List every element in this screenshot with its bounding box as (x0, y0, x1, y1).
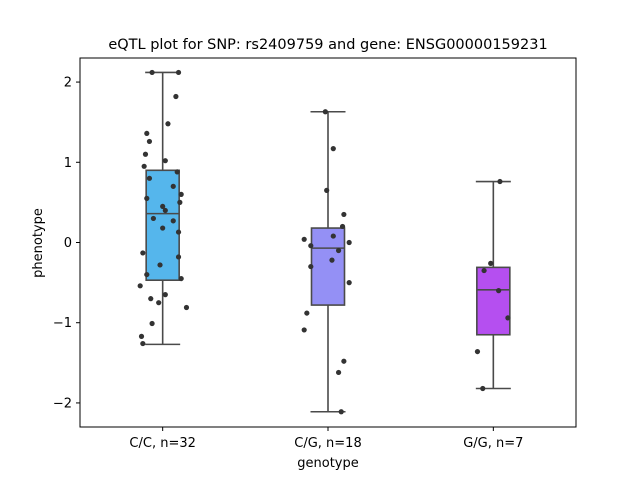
data-point (160, 225, 166, 231)
data-point (178, 275, 184, 282)
data-point (178, 191, 184, 197)
data-point (335, 247, 342, 254)
data-point (140, 340, 146, 347)
x-tick-label: C/C, n=32 (129, 436, 195, 451)
data-point (162, 292, 168, 298)
data-point (301, 327, 307, 333)
data-point (480, 385, 486, 392)
data-point (142, 151, 149, 157)
x-tick-label: G/G, n=7 (463, 436, 523, 451)
data-point (146, 175, 153, 181)
data-point (173, 93, 179, 100)
data-point (304, 310, 310, 316)
data-point (341, 211, 347, 218)
data-point (170, 218, 176, 224)
data-point (324, 187, 330, 193)
data-point (140, 250, 146, 256)
chart-title: eQTL plot for SNP: rs2409759 and gene: E… (108, 37, 547, 53)
y-tick-label: 2 (64, 76, 72, 91)
data-point (146, 138, 153, 145)
data-point (138, 333, 145, 339)
data-point (308, 263, 314, 270)
data-point (488, 260, 494, 266)
data-point (474, 348, 481, 355)
data-point (339, 223, 346, 230)
x-axis-label: genotype (297, 456, 358, 471)
data-point (141, 163, 147, 169)
data-point (174, 169, 180, 175)
data-point (165, 121, 171, 127)
data-point (144, 271, 150, 278)
y-tick-label: 0 (64, 236, 72, 251)
x-axis: C/C, n=32 C/G, n=18 G/G, n=7 (129, 427, 523, 451)
box-3 (476, 266, 511, 336)
data-point (338, 409, 344, 415)
data-point (330, 146, 336, 152)
data-point (160, 203, 166, 210)
x-tick-label: C/G, n=18 (294, 436, 361, 451)
data-point (149, 320, 155, 327)
data-point (162, 158, 168, 164)
data-point (341, 358, 347, 364)
y-axis-label: phenotype (31, 208, 46, 278)
data-point (170, 183, 176, 189)
data-point (346, 239, 352, 246)
data-point (144, 130, 150, 137)
data-point (481, 267, 487, 274)
data-point (177, 199, 183, 205)
data-point (175, 69, 182, 76)
y-tick-label: 1 (64, 156, 72, 171)
y-tick-label: −1 (53, 316, 72, 331)
data-point (301, 236, 307, 242)
data-point (346, 280, 352, 286)
data-point (329, 257, 335, 263)
data-point (144, 195, 150, 201)
data-point (149, 69, 155, 76)
data-point (335, 369, 342, 376)
data-point (322, 109, 328, 115)
data-point (175, 229, 182, 235)
data-point (175, 254, 182, 260)
data-point (156, 300, 162, 306)
data-point (330, 233, 336, 239)
data-point (505, 315, 511, 321)
data-point (137, 283, 143, 289)
data-point (162, 207, 168, 214)
y-tick-label: −2 (53, 396, 72, 411)
box-2 (310, 227, 346, 306)
data-point (496, 288, 502, 294)
plot-area (137, 69, 511, 415)
data-point (497, 178, 503, 185)
data-point (148, 296, 154, 302)
data-point (183, 304, 190, 311)
data-point (157, 262, 163, 268)
data-point (150, 215, 157, 222)
data-point (308, 243, 314, 249)
y-axis: −2 −1 0 1 2 (53, 76, 80, 411)
